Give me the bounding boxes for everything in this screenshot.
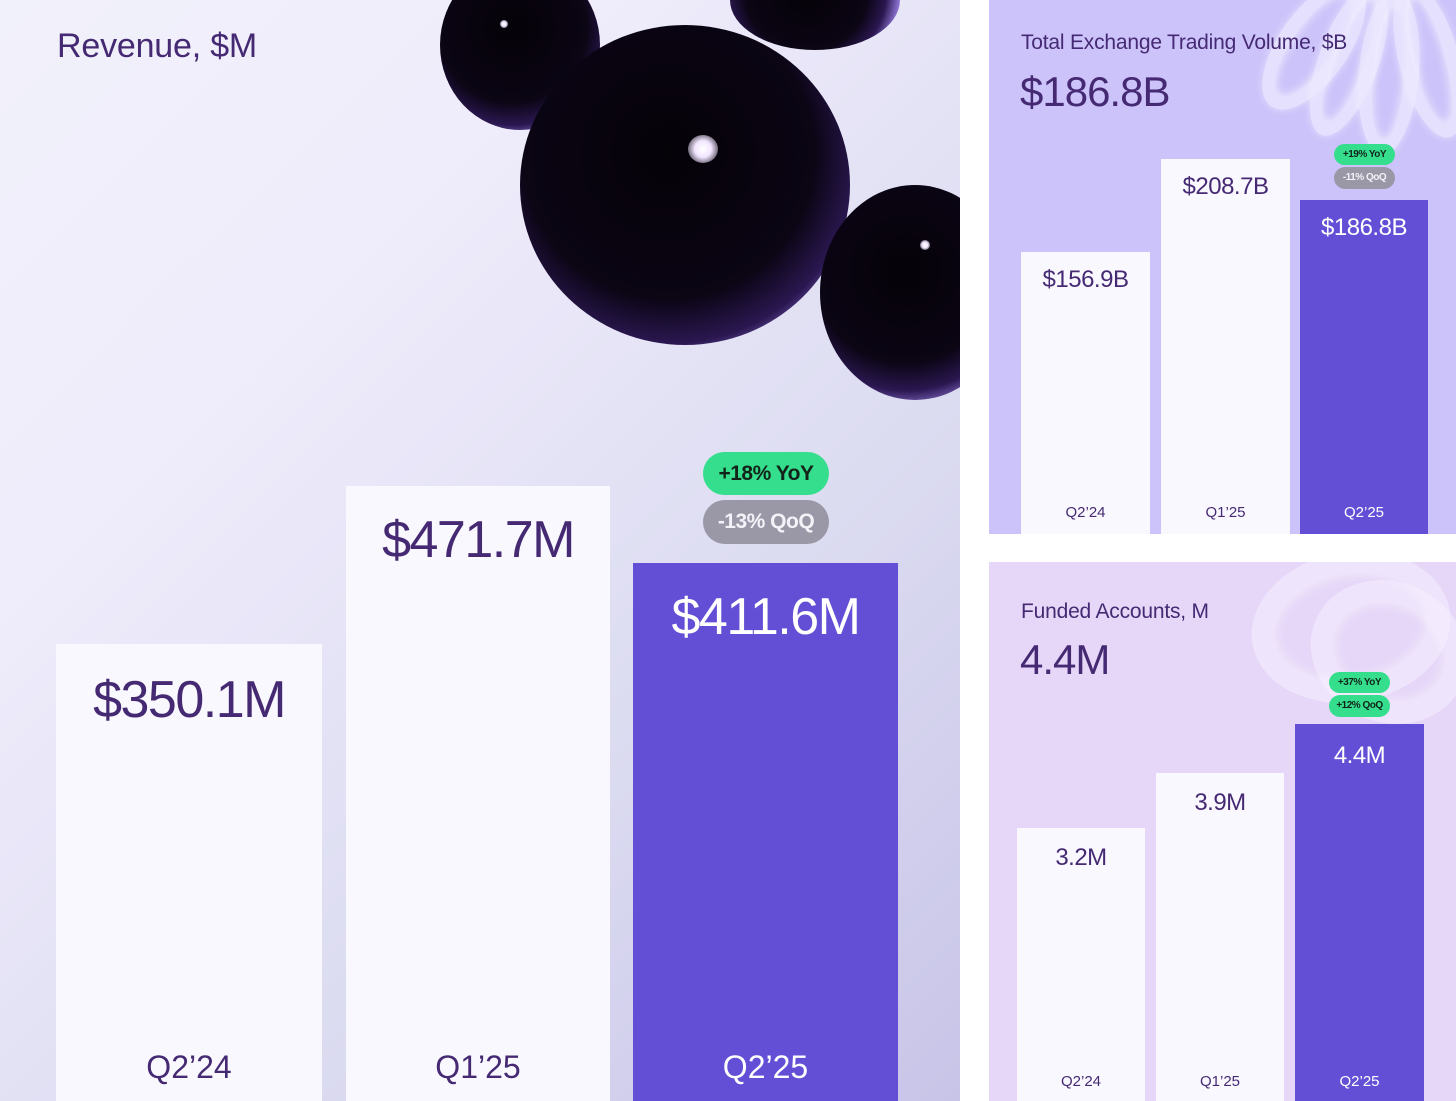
funded-accounts-headline: 4.4M [1020, 636, 1110, 683]
volume-bar-q2-24[interactable]: $156.9B Q2’24 [1021, 252, 1150, 534]
bar-category-label: Q1’25 [435, 1049, 521, 1085]
volume-bar-q2-25[interactable]: $186.8B Q2’25 [1300, 200, 1428, 534]
revenue-title: Revenue, $M [57, 27, 258, 65]
bar-value-label: $208.7B [1182, 173, 1269, 200]
bar-value-label: $350.1M [93, 671, 286, 729]
revenue-chart-panel: Revenue, $M $350.1M Q2’24 $471.7M Q1’25 … [0, 0, 960, 1101]
funded-accounts-chart-panel: Funded Accounts, M 4.4M 3.2M Q2’24 3.9M … [989, 562, 1456, 1101]
funded-accounts-title: Funded Accounts, M [1021, 600, 1209, 623]
yoy-change-badge: +18% YoY [703, 452, 829, 495]
bar-category-label: Q1’25 [1205, 504, 1246, 521]
revenue-bar-q1-25[interactable]: $471.7M Q1’25 [346, 486, 610, 1101]
bar-value-label: 3.9M [1194, 789, 1246, 816]
decorative-blob-icon [820, 185, 960, 400]
yoy-change-badge: +37% YoY [1329, 672, 1390, 693]
bar-value-label: $156.9B [1042, 266, 1129, 293]
revenue-bar-q2-24[interactable]: $350.1M Q2’24 [56, 644, 322, 1101]
accounts-bar-q1-25[interactable]: 3.9M Q1’25 [1156, 773, 1284, 1101]
bar-category-label: Q2’25 [1339, 1073, 1380, 1090]
accounts-bar-q2-25[interactable]: 4.4M Q2’25 [1295, 724, 1424, 1101]
qoq-change-badge: +12% QoQ [1329, 695, 1390, 717]
bar-value-label: $471.7M [382, 511, 575, 569]
volume-bar-q1-25[interactable]: $208.7B Q1’25 [1161, 159, 1290, 534]
bar-value-label: $411.6M [671, 588, 861, 646]
accounts-bar-q2-24[interactable]: 3.2M Q2’24 [1017, 828, 1145, 1101]
revenue-bar-q2-25[interactable]: $411.6M Q2’25 [633, 563, 898, 1101]
bar-category-label: Q2’24 [146, 1049, 232, 1085]
bar-category-label: Q2’25 [1343, 504, 1385, 521]
trading-volume-title: Total Exchange Trading Volume, $B [1021, 31, 1348, 54]
bar-category-label: Q2’24 [1060, 1073, 1102, 1090]
bar-category-label: Q2’25 [722, 1049, 809, 1085]
bar-value-label: 3.2M [1055, 844, 1107, 871]
bar-category-label: Q2’24 [1065, 504, 1106, 521]
bar-value-label: 4.4M [1333, 742, 1386, 769]
decorative-blob-icon [520, 25, 850, 345]
qoq-change-badge: -11% QoQ [1334, 167, 1395, 189]
qoq-change-badge: -13% QoQ [703, 500, 829, 544]
trading-volume-headline: $186.8B [1020, 68, 1170, 115]
bar-value-label: $186.8B [1321, 214, 1407, 241]
trading-volume-chart-panel: Total Exchange Trading Volume, $B $186.8… [989, 0, 1456, 534]
bar-category-label: Q1’25 [1199, 1073, 1241, 1090]
yoy-change-badge: +19% YoY [1334, 144, 1395, 165]
